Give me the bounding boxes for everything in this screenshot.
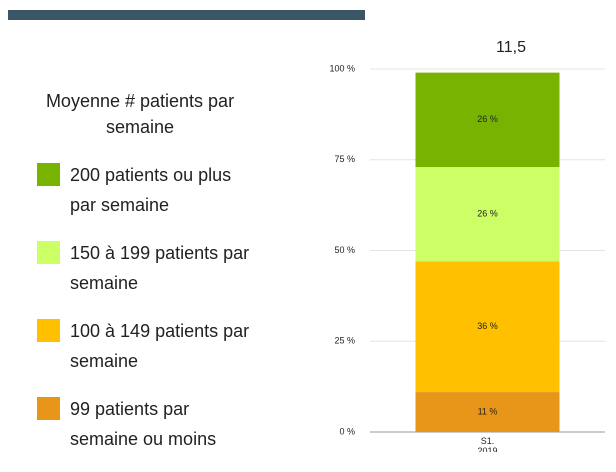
chart-title: 11,5 (496, 39, 526, 56)
legend-swatch (37, 397, 60, 420)
y-tick-label: 25 % (334, 336, 355, 346)
value-label: 26 % (477, 209, 498, 219)
bar-segment (415, 167, 560, 262)
value-label: 26 % (477, 114, 498, 124)
legend-item: 99 patients par semaine ou moins (30, 394, 260, 454)
chart: 11,5 0 % 25 % 50 % 75 % 100 % 11 % 36 % 26 % 26 … (8, 10, 605, 452)
value-label: 36 % (477, 321, 498, 331)
value-label: 11 % (478, 406, 498, 416)
legend-title: Moyenne # patients par semaine (45, 91, 235, 137)
legend: Moyenne # patients par semaine 200 patie… (30, 88, 260, 472)
bar-segment (415, 392, 560, 432)
bar-segment (415, 261, 560, 393)
legend-item: 100 à 149 patients par semaine (30, 316, 260, 376)
y-tick-label: 75 % (334, 154, 355, 164)
y-tick-label: 0 % (339, 426, 355, 436)
legend-item: 200 patients ou plus par semaine (30, 160, 260, 220)
y-tick-label: 50 % (334, 245, 355, 255)
legend-swatch (37, 241, 60, 264)
legend-item: 150 à 199 patients par semaine (30, 238, 260, 298)
legend-label: 100 à 149 patients par semaine (70, 321, 250, 371)
page: {"chart_data": {"type": "stacked_bar", "… (8, 10, 605, 452)
legend-label: 99 patients par semaine ou moins (70, 399, 217, 449)
legend-swatch (37, 319, 60, 342)
header-bar (8, 10, 365, 20)
legend-label: 150 à 199 patients par semaine (70, 243, 250, 293)
legend-label: 200 patients ou plus par semaine (70, 165, 232, 215)
y-tick-label: 100 % (329, 63, 355, 73)
x-tick-label: S1. 2019 (477, 436, 497, 452)
bar-segment (415, 72, 560, 168)
legend-swatch (37, 163, 60, 186)
